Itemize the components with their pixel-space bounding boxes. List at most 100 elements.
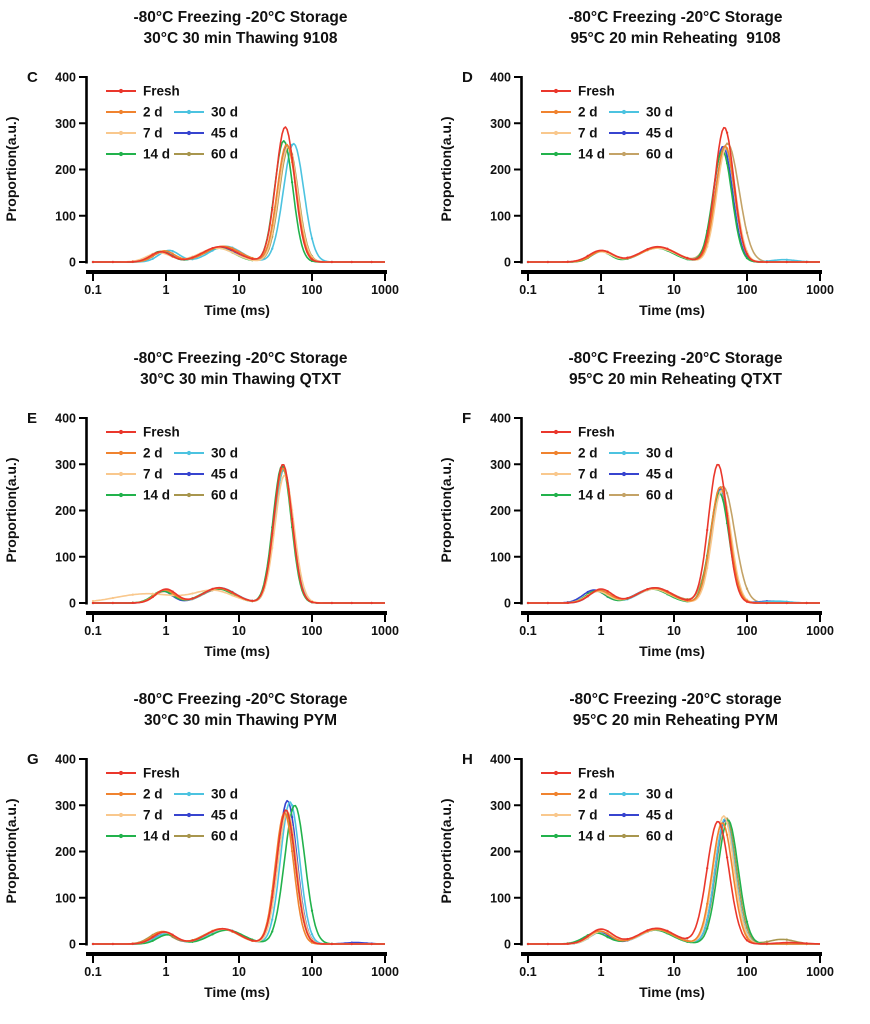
panel-title-line1: -80°C Freezing -20°C Storage bbox=[133, 350, 348, 367]
x-axis-title: Time (ms) bbox=[639, 984, 705, 1000]
legend-label: 14 d bbox=[143, 829, 170, 844]
series-marker bbox=[606, 250, 609, 254]
series-marker bbox=[171, 933, 174, 936]
legend-swatch-marker bbox=[621, 151, 627, 157]
y-tick-label: 400 bbox=[55, 71, 76, 85]
x-axis-title: Time (ms) bbox=[204, 302, 270, 318]
series-marker bbox=[310, 933, 314, 936]
legend-label: 7 d bbox=[143, 808, 163, 823]
series-marker bbox=[606, 590, 609, 593]
y-tick-label: 300 bbox=[490, 458, 511, 472]
x-tick-label: 0.1 bbox=[519, 965, 536, 979]
series-marker bbox=[646, 588, 649, 591]
series-line-7d bbox=[528, 489, 820, 604]
panel-title-line1: -80°C Freezing -20°C storage bbox=[569, 691, 782, 708]
x-tick-label: 100 bbox=[737, 624, 758, 638]
series-marker bbox=[271, 224, 274, 227]
x-tick-label: 100 bbox=[302, 965, 323, 979]
legend-label: 14 d bbox=[143, 147, 170, 162]
x-tick-label: 100 bbox=[302, 283, 323, 297]
legend-swatch-marker bbox=[186, 833, 192, 839]
series-marker bbox=[290, 833, 294, 837]
panel-title: -80°C Freezing -20°C Storage 30°C 30 min… bbox=[46, 682, 435, 738]
panel-title-line2: 95°C 20 min Reheating 9108 bbox=[570, 30, 781, 47]
series-marker bbox=[725, 155, 729, 158]
series-line-14d bbox=[93, 804, 385, 945]
series-marker bbox=[706, 867, 709, 870]
series-marker bbox=[586, 935, 589, 938]
series-marker bbox=[231, 929, 234, 933]
series-marker bbox=[706, 528, 709, 532]
y-tick-label: 400 bbox=[490, 412, 511, 426]
legend-label: 7 d bbox=[578, 467, 598, 482]
y-tick-label: 0 bbox=[504, 597, 511, 611]
series-marker bbox=[805, 260, 808, 264]
series-marker bbox=[526, 601, 530, 605]
series-line-7d bbox=[93, 145, 385, 263]
legend-label: 45 d bbox=[646, 808, 673, 823]
series-line-60d bbox=[93, 146, 385, 263]
legend-swatch-marker bbox=[553, 151, 559, 157]
panel-E: -80°C Freezing -20°C Storage 30°C 30 min… bbox=[0, 341, 435, 682]
legend-label: 2 d bbox=[578, 105, 598, 120]
series-marker bbox=[805, 601, 808, 605]
series-marker bbox=[131, 260, 134, 263]
series-marker bbox=[725, 514, 729, 517]
series-marker bbox=[271, 546, 274, 550]
series-marker bbox=[646, 929, 649, 932]
series-marker bbox=[626, 597, 629, 600]
legend-label: 45 d bbox=[646, 126, 673, 141]
legend-swatch-marker bbox=[553, 812, 559, 818]
x-tick-label: 10 bbox=[232, 283, 246, 297]
y-tick-label: 0 bbox=[504, 938, 511, 952]
legend-swatch-marker bbox=[186, 450, 192, 456]
legend-swatch-marker bbox=[118, 471, 124, 477]
series-marker bbox=[271, 208, 274, 211]
series-marker bbox=[566, 601, 569, 605]
y-tick-label: 200 bbox=[490, 845, 511, 859]
series-marker bbox=[686, 939, 689, 943]
series-line-30d bbox=[93, 801, 385, 945]
series-marker bbox=[131, 593, 134, 596]
series-line-30d bbox=[93, 142, 385, 263]
series-marker bbox=[666, 590, 669, 593]
legend-label: 60 d bbox=[211, 829, 238, 844]
y-tick-label: 100 bbox=[490, 891, 511, 905]
series-marker bbox=[706, 918, 709, 921]
series-marker bbox=[151, 936, 154, 939]
legend-label: 60 d bbox=[211, 147, 238, 162]
legend-swatch-marker bbox=[186, 471, 192, 477]
panel-letter: F bbox=[462, 410, 471, 427]
legend-swatch-marker bbox=[553, 833, 559, 839]
series-line-Fresh bbox=[93, 809, 385, 945]
series-marker bbox=[231, 251, 234, 254]
series-marker bbox=[251, 257, 254, 261]
series-line-14d bbox=[528, 149, 820, 263]
series-line-Fresh bbox=[93, 464, 385, 604]
series-marker bbox=[171, 255, 174, 258]
legend-label: 2 d bbox=[143, 446, 163, 461]
legend-label: 45 d bbox=[211, 467, 238, 482]
series-marker bbox=[765, 940, 769, 943]
x-tick-label: 10 bbox=[232, 624, 246, 638]
series-marker bbox=[310, 600, 314, 604]
series-marker bbox=[706, 927, 709, 930]
series-marker bbox=[191, 256, 194, 259]
series-marker bbox=[191, 597, 194, 600]
series-marker bbox=[666, 929, 669, 933]
legend-label: 30 d bbox=[211, 787, 238, 802]
panel-title-line2: 95°C 20 min Reheating PYM bbox=[572, 712, 779, 729]
chart-svg-H: 0 100 200 300 400 0.1 1 10 100 1000 Time (ms) Propo… bbox=[438, 751, 834, 1000]
series-marker bbox=[310, 939, 314, 943]
series-marker bbox=[271, 895, 274, 899]
legend-label: 7 d bbox=[578, 808, 598, 823]
legend-label: 2 d bbox=[143, 787, 163, 802]
series-marker bbox=[91, 601, 95, 605]
y-tick-label: 0 bbox=[69, 256, 76, 270]
panel-letter: H bbox=[462, 751, 473, 768]
legend-label: 14 d bbox=[578, 147, 605, 162]
series-marker bbox=[725, 147, 729, 150]
y-tick-label: 100 bbox=[490, 209, 511, 223]
series-marker bbox=[745, 926, 749, 929]
series-marker bbox=[91, 599, 95, 603]
